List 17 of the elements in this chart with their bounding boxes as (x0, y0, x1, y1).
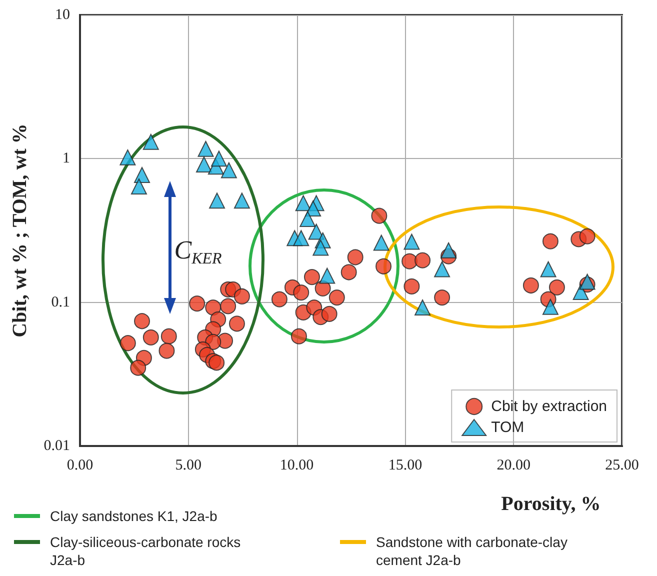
text: Sandstone with carbonate-clay cement J2a-b (376, 534, 572, 568)
x-tick-label: 15.00 (388, 458, 422, 474)
x-tick-label: 0.00 (66, 458, 94, 474)
y-tick-label: 1 (62, 150, 70, 167)
x-tick-label: 25.00 (605, 458, 639, 474)
x-axis-title: Porosity, % (501, 493, 601, 515)
y-tick-label: 10 (55, 7, 70, 23)
y-tick-label: 0.1 (51, 294, 70, 310)
y-axis-title: Cbit, wt % ; TOM, wt % (9, 124, 31, 338)
text: Clay-siliceous-carbonate rocks J2a-b (50, 534, 245, 568)
x-tick-label: 5.00 (175, 458, 202, 474)
text: Clay sandstones K1, J2a-b (50, 508, 218, 524)
x-tick-label: 20.00 (496, 458, 530, 474)
y-tick-label: 0.01 (44, 438, 70, 454)
legend-label: TOM (491, 419, 524, 436)
legend-label: Cbit by extraction (491, 398, 608, 415)
x-tick-label: 10.00 (280, 458, 314, 474)
